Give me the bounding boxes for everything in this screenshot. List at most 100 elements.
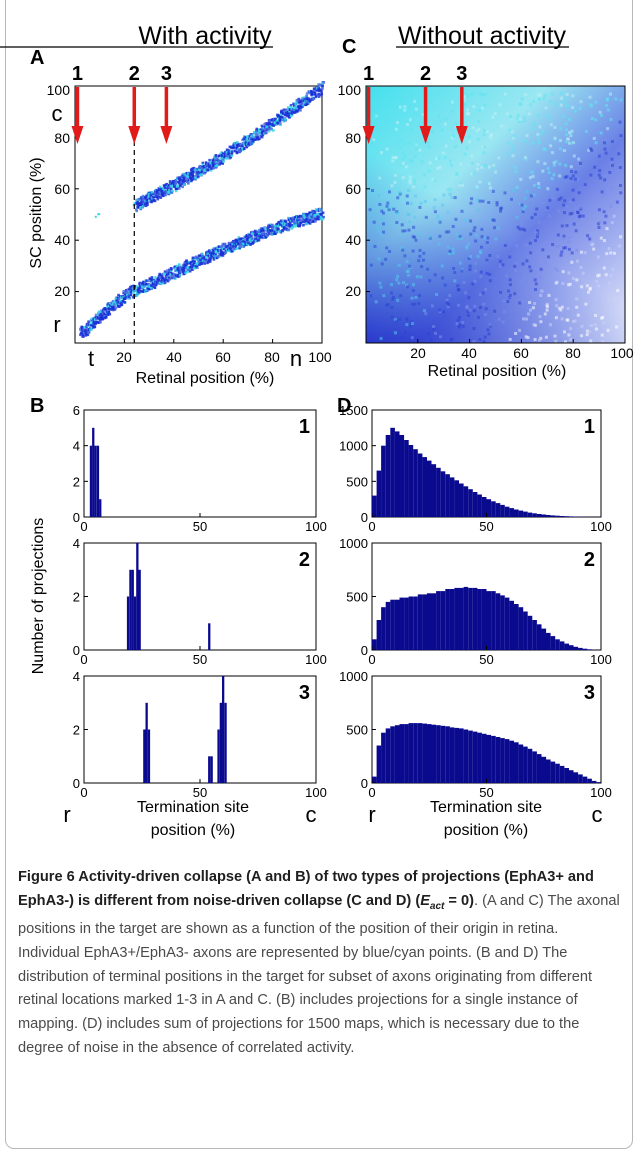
panel-a-point [194, 258, 198, 261]
panel-c-noise-cell [521, 262, 525, 266]
panel-c-noise-cell [378, 176, 382, 180]
panel-a-point [174, 267, 177, 270]
panel-c-noise-cell [588, 95, 592, 99]
panel-c-noise-cell [538, 125, 542, 129]
panel-c-noise-cell [450, 136, 454, 140]
panel-a-point [264, 131, 267, 135]
panel-d2-bar [486, 591, 492, 650]
panel-c-noise-cell [422, 309, 426, 313]
panel-c-noise-cell [577, 217, 581, 221]
panel-a-point [277, 224, 280, 228]
panel-b-xlabel-line1: Termination site [137, 799, 249, 816]
panel-c-noise-cell [522, 116, 526, 120]
title-without-activity: Without activity [398, 22, 567, 50]
panel-a-point [147, 279, 150, 282]
panel-d2-bar [578, 647, 583, 650]
panel-a-point [182, 270, 185, 274]
panel-a-point [247, 141, 251, 145]
panel-a-point [158, 276, 162, 279]
panel-b1-row-label: 1 [299, 416, 310, 438]
panel-b3-axes-box [83, 675, 317, 784]
panel-c-noise-cell [483, 128, 487, 132]
panel-a-point [271, 118, 275, 121]
panel-c-noise-cell [549, 144, 553, 148]
panel-c-noise-cell [448, 192, 452, 196]
panel-d2-bar [431, 593, 437, 650]
panel-c-noise-cell [418, 205, 422, 209]
panel-c-noise-cell [583, 251, 587, 255]
panel-a-point [177, 184, 180, 187]
panel-c-noise-cell [428, 279, 432, 283]
panel-c-noise-cell [559, 253, 563, 257]
panel-c-noise-cell [592, 247, 596, 251]
panel-c-noise-cell [506, 152, 510, 156]
panel-c-noise-cell [403, 254, 407, 258]
panel-a-point [209, 260, 212, 263]
panel-a-point [239, 237, 243, 240]
panel-a-point [290, 113, 293, 117]
panel-a-point [278, 223, 282, 226]
panel-a-point [230, 249, 234, 253]
panel-a-point [179, 267, 182, 271]
panel-c-noise-cell [618, 166, 622, 169]
panel-a-point [308, 222, 312, 225]
panel-c-noise-cell [401, 229, 405, 233]
panel-a-point [289, 105, 293, 109]
panel-a-point [127, 295, 131, 298]
panel-c-marker-arrow-head [455, 126, 468, 144]
panel-c-axes-box [365, 85, 626, 344]
panel-a-point [305, 100, 308, 104]
panel-a-point [250, 139, 253, 143]
panel-c-noise-cell [523, 196, 527, 200]
panel-c-noise-cell [450, 337, 454, 341]
panel-a-point [206, 168, 210, 172]
panel-a-point [169, 184, 173, 187]
panel-a-point [290, 110, 294, 114]
panel-c-noise-cell [394, 331, 397, 335]
panel-a-point [315, 217, 319, 221]
panel-a-point [146, 203, 149, 206]
panel-a-point [165, 271, 169, 274]
panel-a-point [84, 329, 88, 333]
panel-c-noise-cell [569, 177, 573, 180]
panel-a-point [180, 269, 183, 273]
panel-d3-bar [394, 725, 400, 783]
panel-c-noise-cell [571, 106, 575, 110]
panel-c-noise-cell [487, 332, 491, 336]
panel-c-noise-cell [614, 97, 618, 101]
panel-c-noise-cell [554, 339, 558, 343]
panel-a-point [258, 236, 262, 239]
panel-c-noise-cell [391, 159, 395, 163]
panel-a-point [257, 131, 260, 134]
panel-c-noise-cell [567, 333, 571, 337]
panel-c-noise-cell [573, 319, 577, 323]
panel-a-point [300, 218, 304, 222]
panel-d2-bar [587, 649, 592, 650]
panel-c-noise-cell [413, 99, 417, 103]
panel-d1-xtick-label: 0 [368, 519, 375, 534]
panel-c-noise-cell [576, 177, 580, 181]
panel-a-point [149, 194, 153, 197]
panel-a-point [156, 281, 159, 285]
panel-c-noise-cell [391, 297, 395, 301]
panel-c-noise-cell [563, 175, 567, 179]
panel-c-noise-cell [528, 176, 532, 180]
panel-a-point [123, 297, 126, 301]
panel-d2-xtick-label: 50 [479, 652, 493, 667]
panel-a-point [81, 333, 85, 336]
panel-c-noise-cell [469, 232, 473, 236]
panel-c-noise-cell [458, 183, 461, 187]
panel-a-point [87, 323, 91, 326]
panel-a-point [297, 107, 301, 110]
panel-a-point [317, 83, 320, 86]
panel-c-noise-cell [462, 103, 466, 107]
panel-c-noise-cell [601, 339, 605, 343]
panel-a-point [247, 236, 251, 239]
panel-d3-bar [568, 770, 574, 783]
panel-c-noise-cell [384, 257, 388, 261]
panel-c-noise-cell [575, 248, 579, 252]
panel-a-point [267, 129, 271, 133]
panel-d1-bar [381, 445, 386, 517]
panel-a-point [186, 179, 189, 182]
